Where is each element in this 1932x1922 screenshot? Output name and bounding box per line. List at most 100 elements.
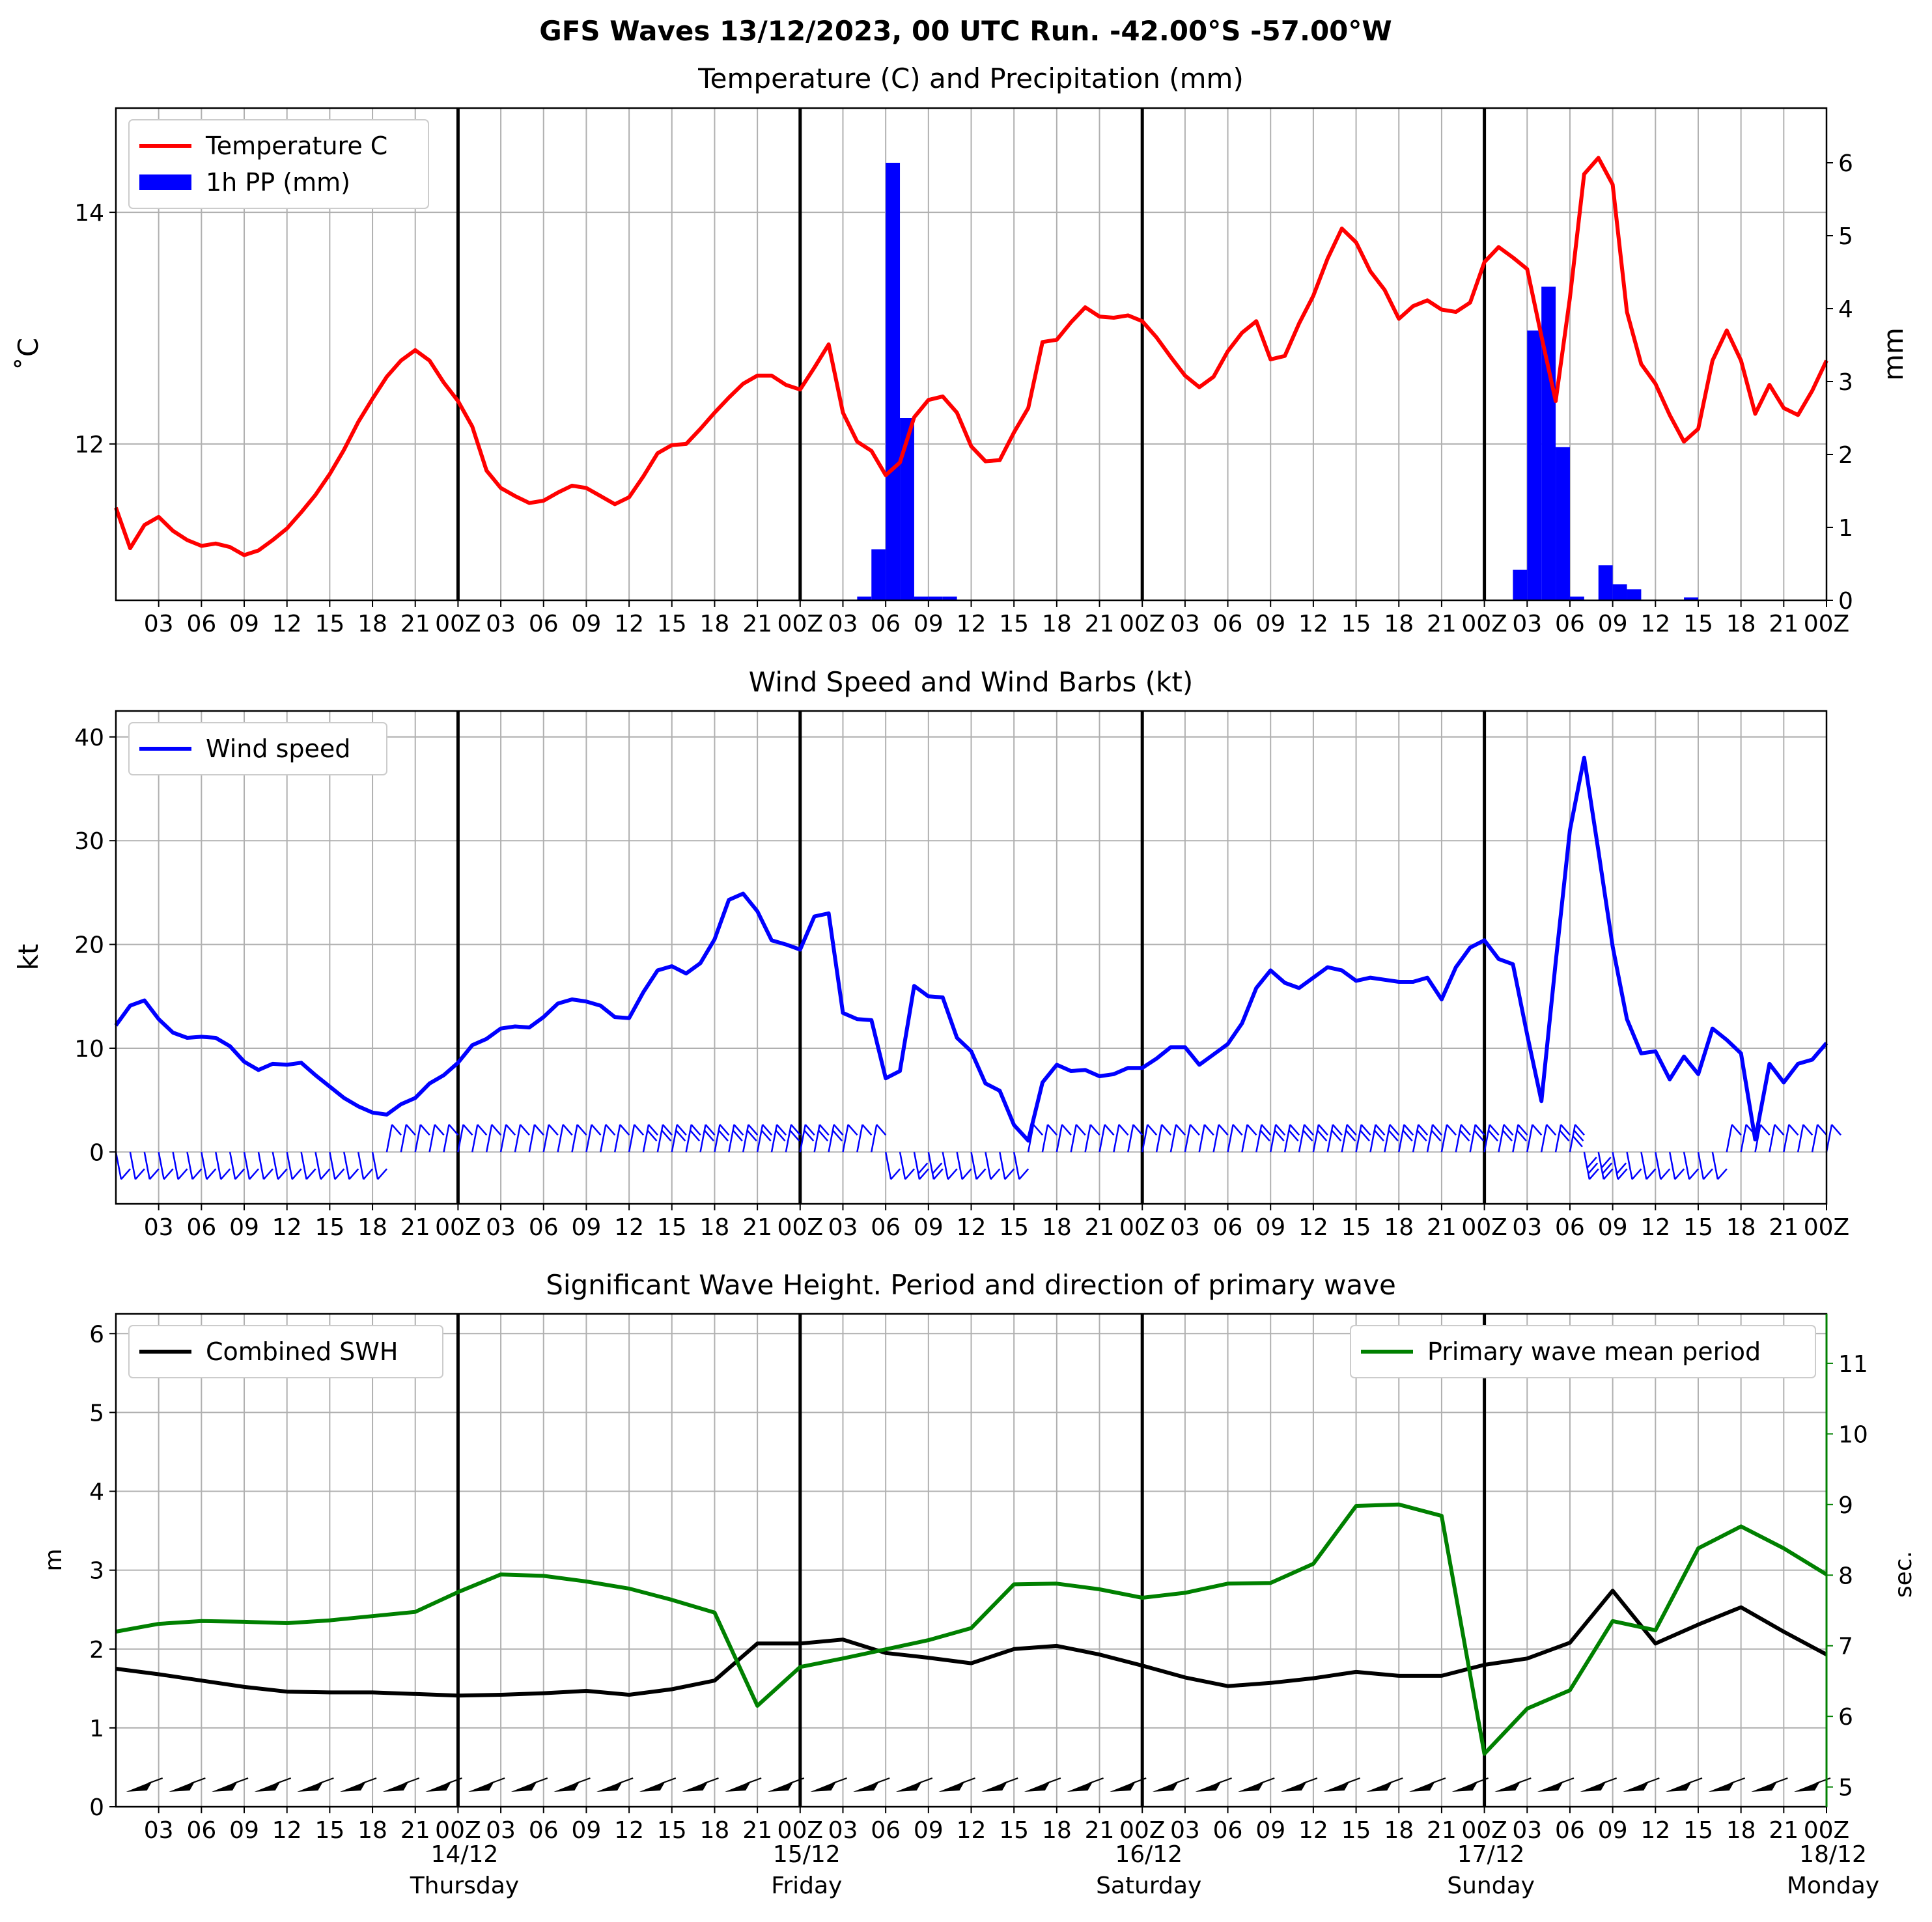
wind-barb-shaft — [1155, 1124, 1163, 1152]
wind-barb-shaft — [1184, 1124, 1192, 1152]
wave-panel: 03 06 09 12 15 18 21 00Z 03 06 09 12 15 18 21 00Z 03 06 09… — [40, 1313, 1917, 1899]
wind-barb-flag — [1517, 1124, 1528, 1136]
wave-direction-arrow-tail — [1259, 1777, 1275, 1784]
wind-barb-shaft — [186, 1152, 193, 1180]
precip-y-tick-label: 3 — [1838, 369, 1853, 396]
wave-direction-arrow-tail — [917, 1777, 933, 1784]
wind-barb-shaft — [699, 1124, 707, 1152]
precip-bar — [1684, 597, 1698, 600]
wind-barb-shaft — [1169, 1124, 1177, 1152]
precip-bar — [942, 596, 957, 600]
wind-barb-flag — [120, 1168, 131, 1180]
x-tick-label: 15 — [315, 1817, 344, 1844]
x-tick-label: 03 — [1170, 1817, 1200, 1844]
wave-direction-arrow-tail — [1516, 1777, 1532, 1784]
wind-barb-flag — [1232, 1124, 1243, 1136]
x-tick-label: 21 — [1769, 611, 1799, 637]
wind-barb-flag — [405, 1124, 416, 1136]
x-tick-label: 09 — [572, 611, 602, 637]
wind-barb-flag — [419, 1124, 430, 1136]
wind-barb-flag — [477, 1124, 488, 1136]
x-tick-label: 12 — [1640, 1817, 1670, 1844]
x-tick-label: 03 — [828, 1214, 858, 1241]
wind-barb-shaft — [884, 1152, 892, 1180]
x-tick-label: 00Z — [435, 1817, 481, 1844]
wind-barb-flag — [804, 1124, 815, 1136]
x-tick-label: 00Z — [777, 1214, 823, 1241]
wind-barb-shaft — [1526, 1124, 1533, 1152]
wind-barb-flag — [1474, 1124, 1485, 1136]
x-tick-label: 18 — [1042, 611, 1072, 637]
wind-barb-flag — [1588, 1168, 1599, 1180]
x-tick-label: 18 — [1384, 1214, 1414, 1241]
wind-y-tick-label: 40 — [74, 725, 104, 751]
wind-barb-flag — [733, 1124, 744, 1136]
wind-barb-shaft — [385, 1124, 393, 1152]
wind-barb-flag — [1147, 1124, 1158, 1136]
x-tick-label: 12 — [957, 1817, 987, 1844]
wind-barb-shaft — [557, 1124, 564, 1152]
x-tick-label: 00Z — [435, 1214, 481, 1241]
wind-barb-shaft — [115, 1152, 122, 1180]
wind-barb-flag — [789, 1130, 800, 1142]
wave-direction-arrow-tail — [191, 1777, 206, 1784]
precip-bar — [1527, 330, 1542, 600]
x-tick-label: 15 — [999, 1817, 1029, 1844]
x-tick-label: 12 — [1640, 1214, 1670, 1241]
wind-barb-flag — [363, 1168, 374, 1180]
wind-barb-flag — [661, 1130, 672, 1142]
wind-barb-flag — [391, 1124, 402, 1136]
wave-direction-arrow — [126, 1781, 152, 1792]
wind-y-tick-label: 10 — [74, 1036, 104, 1063]
wind-barb-shaft — [1740, 1124, 1747, 1152]
wind-barb-flag — [1431, 1130, 1442, 1142]
wind-barb-shaft — [828, 1124, 835, 1152]
x-tick-label: 03 — [486, 1214, 516, 1241]
wave-direction-arrow — [1665, 1781, 1692, 1792]
wave-direction-arrow — [1067, 1781, 1093, 1792]
wind-barb-shaft — [542, 1124, 550, 1152]
x-tick-label: 09 — [1255, 1214, 1285, 1241]
wind-barb-shaft — [1341, 1124, 1348, 1152]
x-tick-label: 21 — [1085, 1214, 1115, 1241]
wind-barb-flag — [1588, 1162, 1599, 1175]
wind-barb-flag — [1532, 1124, 1543, 1136]
wind-barb-flag — [790, 1124, 801, 1136]
wind-barb-shaft — [1498, 1124, 1505, 1152]
wind-barb-shaft — [571, 1124, 578, 1152]
period-y-axis-label: sec. — [1890, 1551, 1917, 1598]
wind-barb-flag — [690, 1130, 701, 1142]
wind-barb-shaft — [1569, 1124, 1576, 1152]
wind-barb-flag — [1488, 1130, 1499, 1142]
wind-y-tick-label: 30 — [74, 828, 104, 855]
wind-barb-flag — [1360, 1130, 1371, 1142]
day-weekday-label: Saturday — [1096, 1873, 1201, 1899]
wind-barb-shaft — [813, 1124, 820, 1152]
x-tick-label: 09 — [572, 1214, 602, 1241]
wave-direction-arrow-tail — [447, 1777, 462, 1784]
precip-y-tick-label: 0 — [1838, 588, 1853, 615]
wave-direction-arrow — [1751, 1781, 1778, 1792]
x-tick-label: 15 — [1341, 611, 1371, 637]
x-tick-label: 09 — [1255, 611, 1285, 637]
x-tick-label: 06 — [1555, 1214, 1585, 1241]
x-tick-label: 12 — [957, 1214, 987, 1241]
x-tick-label: 03 — [1512, 1817, 1542, 1844]
wind-barb-flag — [1346, 1124, 1357, 1136]
x-tick-label: 15 — [1341, 1817, 1371, 1844]
x-tick-label: 06 — [186, 1214, 216, 1241]
day-weekday-label: Sunday — [1447, 1873, 1535, 1899]
x-tick-label: 21 — [1427, 1817, 1457, 1844]
wind-barb-flag — [1573, 1130, 1584, 1142]
x-tick-label: 18 — [357, 1214, 387, 1241]
swh-y-tick-label: 4 — [89, 1479, 104, 1506]
x-tick-label: 03 — [144, 611, 174, 637]
x-tick-label: 12 — [1298, 1214, 1328, 1241]
precip-bar — [871, 549, 886, 600]
wind-barb-flag — [1317, 1130, 1328, 1142]
day-date-label: 18/12 — [1799, 1841, 1867, 1868]
x-tick-label: 03 — [144, 1214, 174, 1241]
wind-barb-shaft — [1255, 1124, 1263, 1152]
wave-direction-arrow-tail — [319, 1777, 334, 1784]
precip-bar — [914, 596, 929, 600]
